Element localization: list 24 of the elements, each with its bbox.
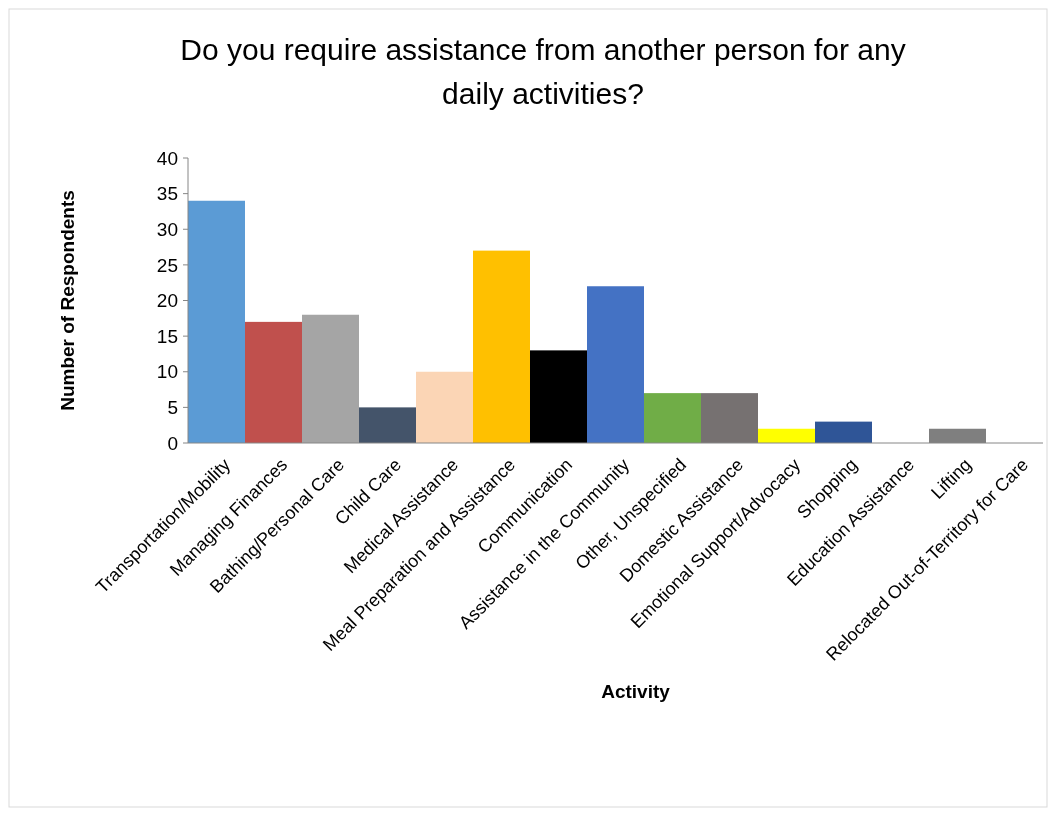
y-axis-title: Number of Respondents	[57, 190, 78, 411]
bar	[644, 393, 701, 443]
bar	[587, 286, 644, 443]
bar	[701, 393, 758, 443]
bar	[359, 407, 416, 443]
y-tick-label: 0	[167, 432, 178, 454]
bar	[416, 371, 473, 443]
bar	[815, 421, 872, 443]
bar	[758, 428, 815, 443]
bar	[530, 350, 587, 443]
y-tick-label: 10	[156, 361, 178, 383]
chart-title: Do you require assistance from another person for any daily activities?	[180, 33, 906, 110]
bar	[302, 314, 359, 443]
y-tick-label: 35	[156, 183, 178, 205]
y-tick-label: 30	[156, 218, 178, 240]
x-axis-title: Activity	[601, 681, 671, 702]
y-tick-label: 20	[156, 290, 178, 312]
bar	[473, 250, 530, 443]
y-tick-label: 25	[156, 254, 178, 276]
y-tick-label: 5	[167, 397, 178, 419]
y-tick-label: 40	[156, 147, 178, 169]
y-tick-label: 15	[156, 325, 178, 347]
bar	[245, 321, 302, 443]
bar	[188, 200, 245, 443]
